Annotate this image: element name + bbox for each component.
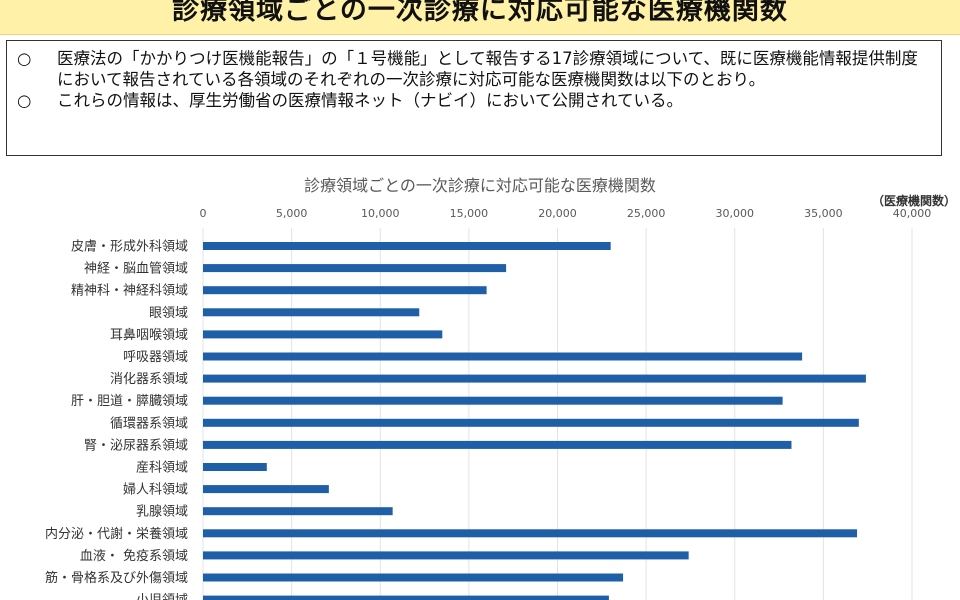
bar (203, 440, 792, 449)
title-banner: 診療領域ごとの一次診療に対応可能な医療機関数 (0, 0, 960, 35)
category-label: 肝・胆道・膵臓領域 (71, 393, 188, 409)
category-label: 呼吸器領域 (123, 349, 188, 365)
tick-label: 10,000 (361, 207, 400, 220)
bar (203, 374, 866, 383)
page-title: 診療領域ごとの一次診療に対応可能な医療機関数 (172, 0, 788, 26)
category-label: 神経・脳血管領域 (84, 261, 188, 277)
category-label: 腎・泌尿器系領域 (84, 437, 188, 453)
bar (203, 573, 624, 582)
bar (203, 264, 507, 273)
bar (203, 485, 329, 494)
category-label: 乳腺領域 (136, 504, 188, 520)
category-label: 消化器系領域 (110, 371, 188, 387)
category-label: 耳鼻咽喉領域 (110, 327, 188, 343)
note-text: 医療法の「かかりつけ医機能報告」の「１号機能」として報告する17診療領域について… (57, 49, 918, 89)
bar (203, 330, 443, 339)
axis-unit-label: （医療機関数） (871, 194, 956, 208)
bar (203, 396, 783, 405)
tick-label: 40,000 (893, 207, 932, 220)
bar (203, 352, 803, 361)
bar (203, 418, 859, 427)
tick-label: 15,000 (450, 207, 489, 220)
bar (203, 308, 420, 317)
category-label: 眼領域 (149, 305, 188, 321)
circle-bullet-icon: ○ (17, 49, 32, 68)
bar (203, 529, 858, 538)
note-item: ○ これらの情報は、厚生労働省の医療情報ネット（ナビイ）において公開されている。 (17, 90, 929, 111)
note-item: ○ 医療法の「かかりつけ医機能報告」の「１号機能」として報告する17診療領域につ… (17, 48, 929, 90)
notes-box: ○ 医療法の「かかりつけ医機能報告」の「１号機能」として報告する17診療領域につ… (6, 40, 942, 156)
bar (203, 463, 267, 471)
tick-label: 0 (200, 207, 207, 220)
category-label: 血液・ 免疫系領域 (80, 548, 188, 564)
category-label: 皮膚・形成外科領域 (71, 239, 188, 255)
bar (203, 551, 689, 560)
tick-label: 20,000 (538, 207, 577, 220)
circle-bullet-icon: ○ (17, 91, 32, 110)
category-label: 小児領域 (136, 592, 188, 600)
category-label: 産科領域 (136, 460, 188, 476)
category-label: 婦人科領域 (123, 482, 188, 498)
note-text: これらの情報は、厚生労働省の医療情報ネット（ナビイ）において公開されている。 (57, 91, 684, 110)
bar (203, 286, 487, 295)
bar-chart: 0 5,000 10,000 15,000 20,000 25,000 30,000 35,0… (45, 207, 932, 600)
tick-label: 25,000 (627, 207, 666, 220)
tick-label: 35,000 (804, 207, 843, 220)
chart-title: 診療領域ごとの一次診療に対応可能な医療機関数 (304, 176, 656, 195)
tick-label: 5,000 (276, 207, 308, 220)
tick-label: 30,000 (716, 207, 755, 220)
category-label: 内分泌・代謝・栄養領域 (45, 526, 188, 542)
category-label: 循環器系領域 (110, 415, 188, 431)
bar (203, 595, 609, 600)
bar (203, 507, 393, 516)
category-label: 精神科・神経科領域 (71, 283, 188, 299)
category-label: 筋・骨格系及び外傷領域 (45, 570, 188, 586)
bar (203, 242, 611, 250)
